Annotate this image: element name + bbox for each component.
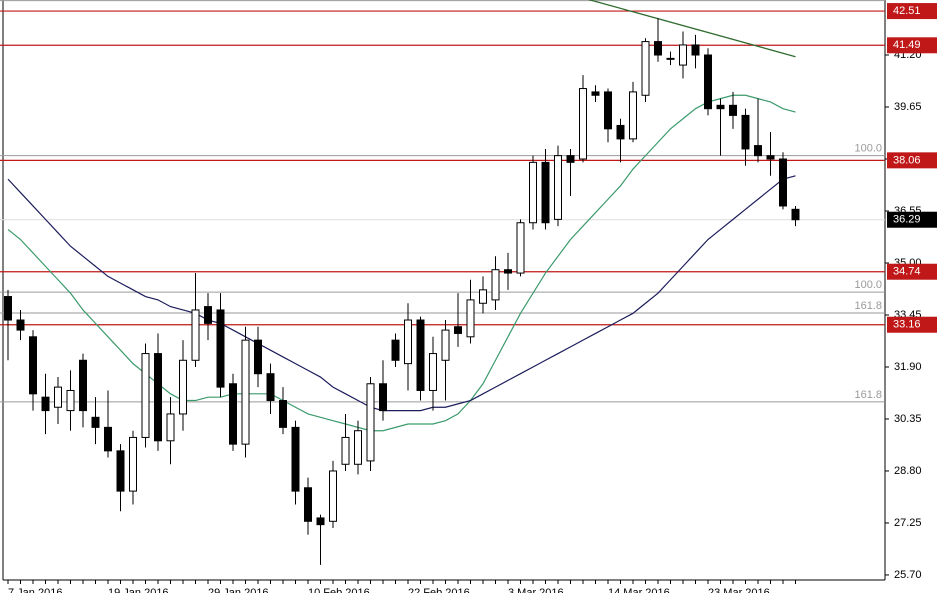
y-tick-label: 25.70 bbox=[894, 569, 922, 581]
level-label: 41.49 bbox=[893, 39, 921, 51]
fib-label: 161.8 bbox=[854, 300, 882, 312]
candle-body bbox=[204, 306, 212, 324]
candle-body bbox=[191, 309, 200, 361]
y-tick-label: 39.65 bbox=[894, 101, 922, 113]
candle-body bbox=[441, 329, 450, 361]
candle-body bbox=[29, 336, 37, 395]
candle-body bbox=[479, 289, 487, 304]
candle-body bbox=[679, 44, 687, 66]
candle-body bbox=[104, 426, 112, 452]
fib-label: 100.0 bbox=[854, 143, 882, 155]
y-tick-label: 31.90 bbox=[894, 361, 922, 373]
candle-body bbox=[516, 222, 525, 274]
level-label: 33.16 bbox=[893, 319, 921, 331]
candle-body bbox=[79, 359, 87, 412]
candle-body bbox=[729, 104, 737, 116]
candle-body bbox=[329, 470, 337, 522]
y-tick-label: 30.35 bbox=[894, 413, 922, 425]
candle-body bbox=[41, 396, 50, 412]
trendline bbox=[587, 0, 796, 58]
candle-body bbox=[91, 416, 100, 428]
y-tick-label: 27.25 bbox=[894, 517, 922, 529]
last-price-label: 36.29 bbox=[893, 214, 921, 226]
candle-body bbox=[266, 373, 275, 402]
level-label-box bbox=[887, 152, 937, 169]
candle-body bbox=[179, 359, 187, 415]
candle-body bbox=[641, 41, 650, 96]
candle-body bbox=[304, 487, 312, 522]
candle-body bbox=[241, 339, 250, 445]
candle-body bbox=[254, 339, 262, 375]
x-tick-label: 23 Mar 2016 bbox=[708, 587, 770, 593]
fib-label: 161.8 bbox=[854, 389, 882, 401]
level-label-box bbox=[887, 37, 937, 54]
level-label: 34.74 bbox=[893, 266, 921, 278]
candle-body bbox=[791, 208, 800, 221]
candle-body bbox=[566, 155, 575, 163]
level-label-box bbox=[887, 316, 937, 333]
candle-body bbox=[166, 413, 175, 442]
candle-body bbox=[116, 450, 125, 492]
x-tick-label: 29 Jan 2016 bbox=[208, 587, 269, 593]
candle-body bbox=[291, 426, 300, 492]
candle-body bbox=[404, 319, 412, 365]
candle-body bbox=[366, 383, 375, 462]
candle-body bbox=[66, 389, 75, 412]
x-tick-label: 10 Feb 2016 bbox=[308, 587, 370, 593]
candle-body bbox=[141, 353, 150, 438]
candle-body bbox=[416, 319, 425, 391]
candle-body bbox=[716, 104, 725, 110]
candle-body bbox=[354, 430, 362, 465]
candle-body bbox=[616, 124, 625, 140]
candle-body bbox=[541, 161, 550, 224]
candle-body bbox=[154, 353, 162, 442]
candle-body bbox=[129, 436, 137, 492]
level-label-box bbox=[887, 263, 937, 280]
candle-body bbox=[579, 88, 587, 160]
x-tick-label: 3 Mar 2016 bbox=[508, 587, 564, 593]
candle-body bbox=[654, 41, 662, 56]
level-label-box bbox=[887, 3, 937, 20]
candle-body bbox=[629, 91, 637, 140]
x-tick-label: 14 Mar 2016 bbox=[608, 587, 670, 593]
candle-body bbox=[429, 353, 437, 391]
candle-body bbox=[491, 269, 500, 301]
candle-body bbox=[391, 339, 400, 361]
candle-body bbox=[454, 326, 462, 334]
candle-body bbox=[779, 158, 787, 207]
candle-body bbox=[554, 155, 562, 220]
candle-body bbox=[666, 57, 675, 60]
candle-body bbox=[16, 319, 25, 331]
candle-body bbox=[691, 44, 700, 56]
x-tick-label: 22 Feb 2016 bbox=[408, 587, 470, 593]
y-tick-label: 28.80 bbox=[894, 465, 922, 477]
candle-body bbox=[604, 91, 612, 130]
candle-body bbox=[316, 517, 325, 526]
candle-body bbox=[341, 436, 350, 465]
candle-body bbox=[704, 54, 712, 110]
candle-body bbox=[279, 400, 287, 428]
fib-label: 100.0 bbox=[854, 279, 882, 291]
candle-body bbox=[229, 383, 237, 445]
last-price-box bbox=[887, 211, 937, 228]
candle-body bbox=[216, 309, 225, 388]
candle-body bbox=[504, 269, 512, 274]
candle-body bbox=[741, 114, 750, 150]
candle-body bbox=[466, 299, 475, 338]
candle-body bbox=[529, 161, 537, 224]
level-label: 38.06 bbox=[893, 154, 921, 166]
candle-body bbox=[379, 383, 387, 412]
moving-average bbox=[7, 175, 796, 412]
candle-body bbox=[54, 386, 62, 408]
candle-body bbox=[754, 145, 762, 157]
candle-body bbox=[591, 91, 600, 96]
x-tick-label: 7 Jan 2016 bbox=[8, 587, 62, 593]
candle-body bbox=[4, 296, 12, 321]
moving-average bbox=[7, 94, 796, 432]
x-tick-label: 19 Jan 2016 bbox=[108, 587, 169, 593]
candle-body bbox=[766, 155, 775, 160]
level-label: 42.51 bbox=[893, 5, 921, 17]
